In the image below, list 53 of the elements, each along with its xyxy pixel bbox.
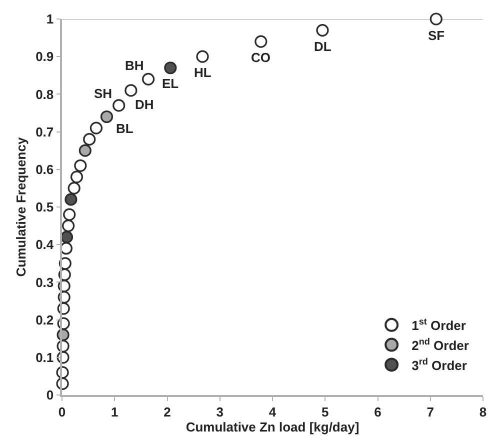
point bbox=[64, 193, 78, 206]
point bbox=[316, 24, 329, 37]
x-tick-label: 2 bbox=[164, 404, 171, 420]
x-tick-label: 7 bbox=[426, 404, 434, 420]
x-tick-label: 5 bbox=[322, 404, 329, 420]
point bbox=[100, 110, 114, 124]
legend-label: 1$^{st}$ Order bbox=[412, 316, 466, 333]
point bbox=[70, 170, 84, 184]
annotation: BL bbox=[116, 121, 134, 136]
x-tick-label: 1 bbox=[111, 404, 118, 420]
point bbox=[63, 208, 76, 221]
point bbox=[124, 84, 138, 97]
y-tick-label: 0.3 bbox=[36, 274, 54, 290]
annotation: CO bbox=[251, 50, 270, 65]
point bbox=[68, 182, 80, 194]
point bbox=[62, 220, 75, 232]
point bbox=[78, 144, 92, 157]
legend-label: 3$^{rd}$ Order bbox=[412, 356, 467, 373]
point bbox=[196, 50, 209, 63]
legend-label: 2$^{nd}$ Order bbox=[412, 336, 469, 353]
y-axis-title: Cumulative Frequency bbox=[14, 136, 28, 277]
point bbox=[60, 230, 74, 244]
annotation: DH bbox=[135, 97, 154, 112]
y-tick-label: 0.9 bbox=[36, 49, 54, 64]
annotation: BH bbox=[125, 58, 144, 73]
x-tick-label: 6 bbox=[374, 404, 382, 420]
point bbox=[112, 99, 126, 112]
point bbox=[254, 35, 268, 48]
annotation: SF bbox=[428, 28, 445, 43]
x-tick-label: 8 bbox=[479, 404, 487, 420]
y-tick-label: 0.7 bbox=[36, 124, 54, 140]
x-tick-label: 4 bbox=[268, 404, 277, 420]
annotation: HL bbox=[194, 65, 212, 80]
point bbox=[164, 62, 177, 74]
y-tick-label: 0.4 bbox=[36, 237, 54, 252]
y-tick-label: 0.1 bbox=[36, 350, 54, 365]
point bbox=[74, 159, 87, 172]
annotation: DL bbox=[314, 39, 332, 54]
x-axis-title: Cumulative Zn load [kg/day] bbox=[186, 419, 360, 434]
y-tick-label: 1 bbox=[46, 12, 54, 27]
point bbox=[83, 133, 96, 146]
point bbox=[142, 72, 155, 86]
y-tick-label: 0.8 bbox=[36, 86, 54, 102]
point bbox=[90, 122, 103, 134]
y-tick-label: 0 bbox=[46, 388, 54, 403]
x-tick-label: 3 bbox=[216, 404, 224, 420]
annotation: SH bbox=[94, 86, 112, 101]
x-tick-label: 0 bbox=[58, 404, 66, 420]
annotation: EL bbox=[162, 76, 179, 91]
y-tick-label: 0.6 bbox=[36, 162, 54, 177]
point bbox=[430, 12, 442, 26]
y-tick-label: 0.2 bbox=[36, 312, 54, 328]
y-tick-label: 0.5 bbox=[36, 200, 54, 215]
